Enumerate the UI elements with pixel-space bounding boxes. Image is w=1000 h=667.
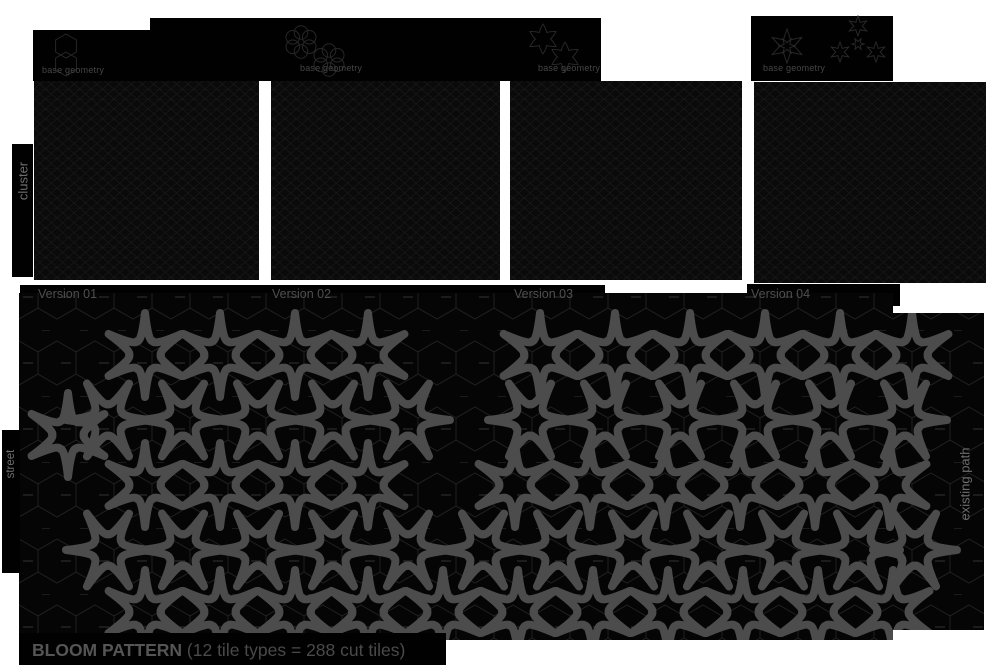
grid-3 [510, 81, 742, 280]
version-label-2: Version 02 [272, 287, 332, 301]
base-geometry-label-3: base geometry [538, 63, 601, 73]
bloom-title-bar: BLOOM PATTERN (12 tile types = 288 cut t… [32, 640, 405, 661]
tile-cluster-icon [771, 14, 886, 65]
cluster-strip-label-area: cluster [12, 144, 33, 277]
bloom-title: BLOOM PATTERN [32, 640, 183, 660]
version-label-1: Version 01 [38, 287, 98, 301]
base-geometry-label-1: base geometry [42, 65, 105, 75]
grid-4 [754, 82, 986, 283]
version-label-4: Version 04 [751, 287, 811, 301]
header-icon-layer [55, 14, 886, 77]
street-strip [2, 430, 20, 573]
bloom-panel [19, 293, 984, 640]
panel-header-1 [33, 30, 150, 81]
panel-header-2-3 [150, 18, 601, 81]
grid-1 [34, 81, 259, 280]
flower-pair-icon [285, 25, 345, 77]
panel-header-4 [751, 16, 893, 81]
cluster-label: cluster [15, 162, 30, 201]
bloom-subtitle: (12 tile types = 288 cut tiles) [182, 640, 406, 660]
base-geometry-label-4: base geometry [763, 63, 826, 73]
star-pair-icon [529, 23, 579, 73]
version-label-3: Version 03 [514, 287, 574, 301]
street-strip-label-area: street [2, 430, 20, 573]
base-geometry-label-2: base geometry [300, 63, 363, 73]
street-label: street [5, 449, 17, 479]
cluster-strip [12, 144, 33, 277]
existing-path-label-area: existing path [893, 313, 984, 630]
bloom-star-tiles [27, 309, 961, 640]
bloom-title-bar-bg [19, 633, 446, 665]
hexagon-pair-icon [55, 33, 77, 77]
grid-2 [271, 81, 500, 280]
existing-path-label: existing path [957, 447, 973, 521]
